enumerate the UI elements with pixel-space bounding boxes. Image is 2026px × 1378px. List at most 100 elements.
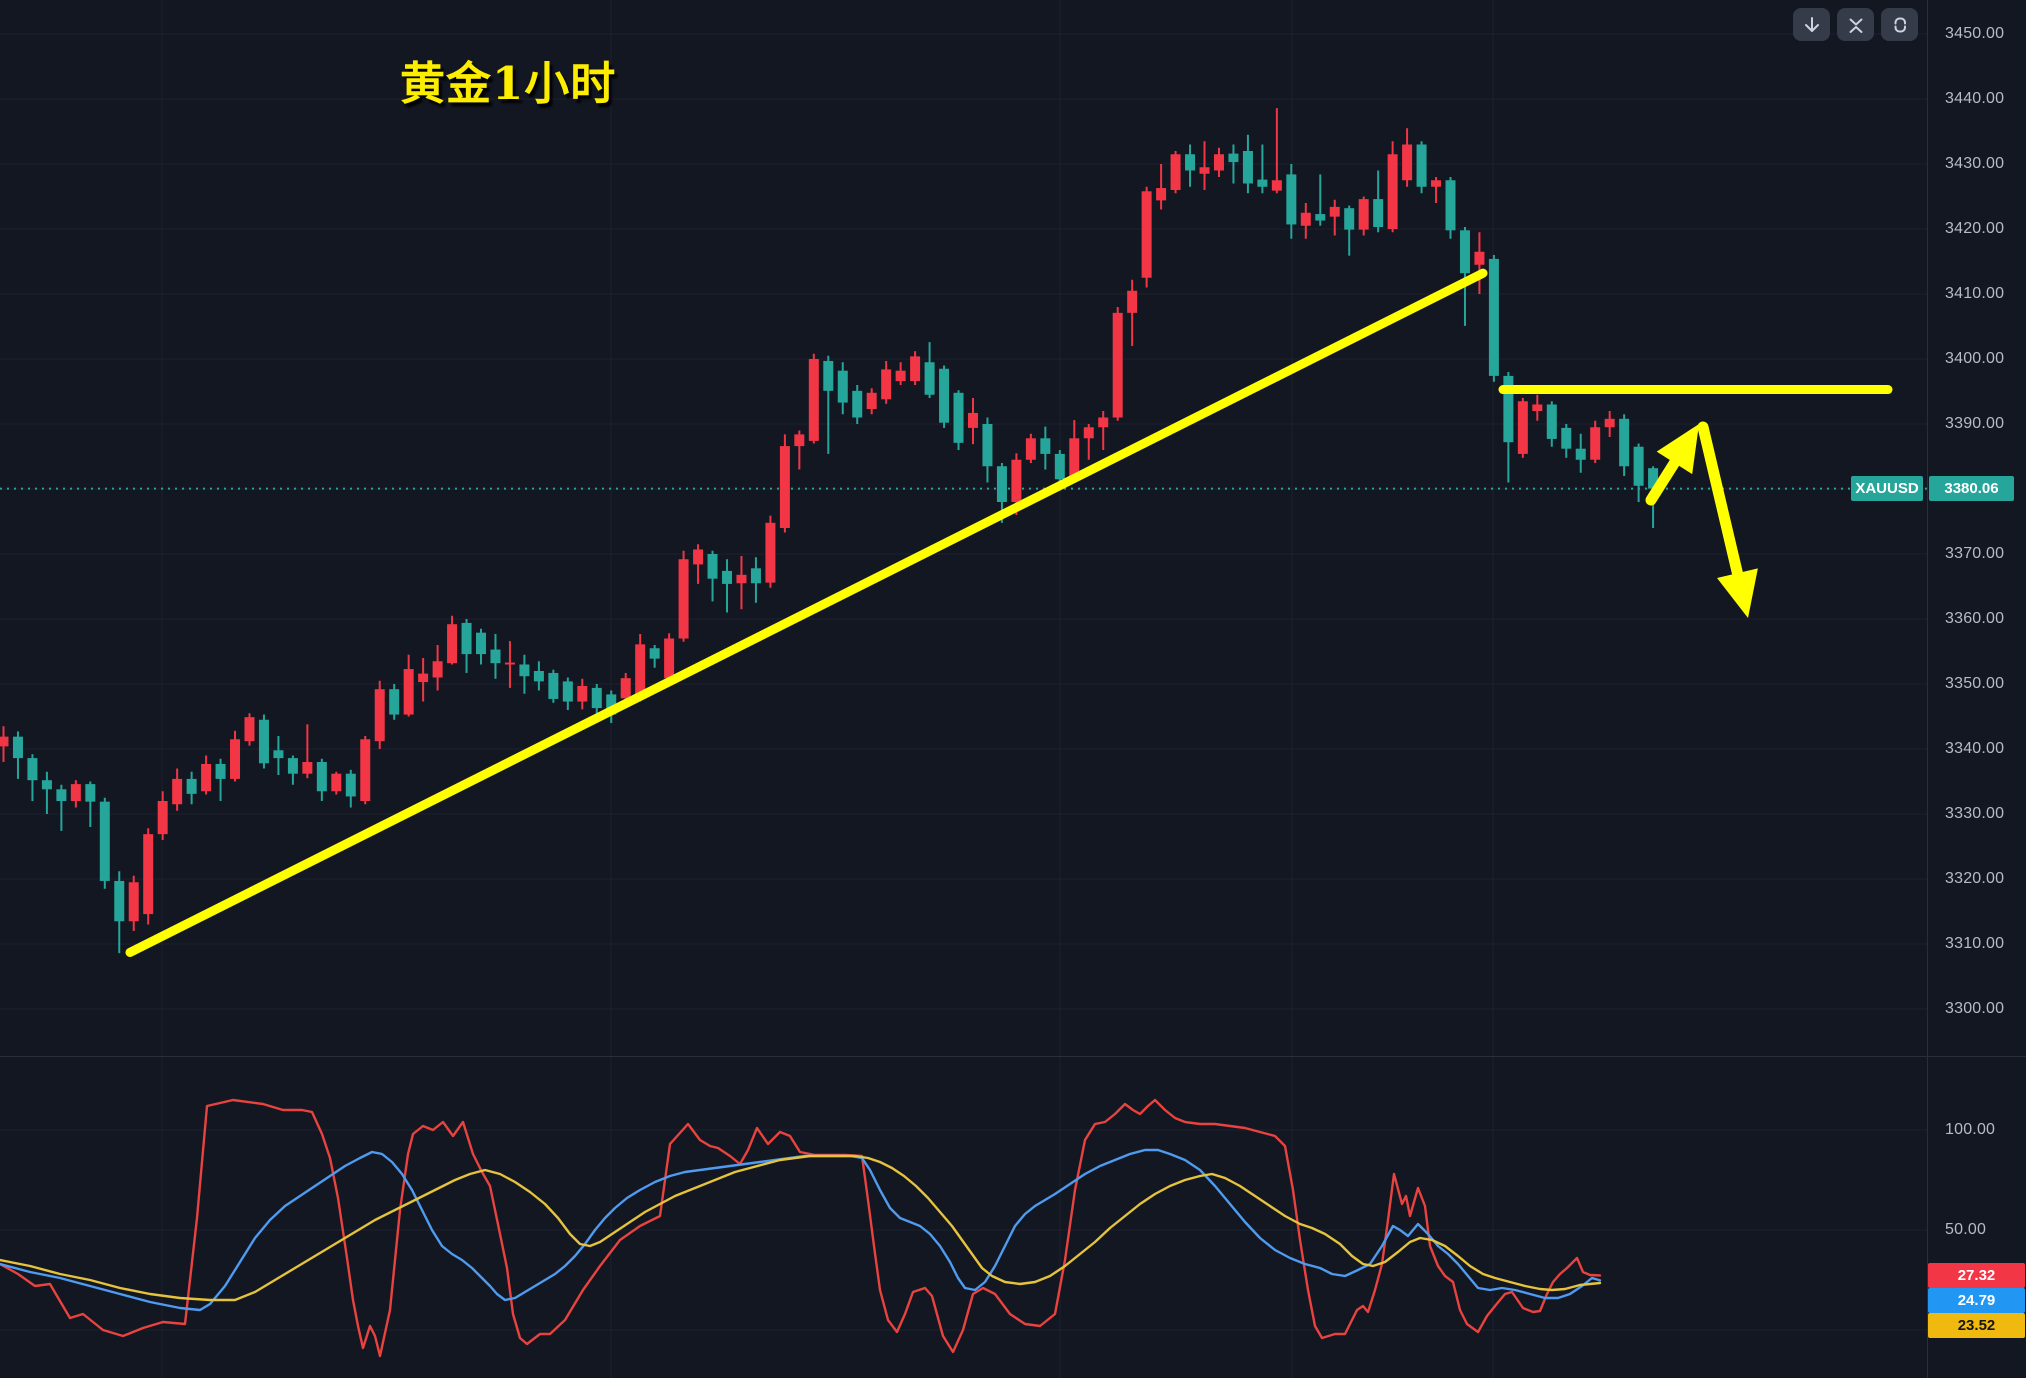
candle-body (794, 434, 805, 447)
candle-body (273, 750, 284, 759)
price-axis-label: 3350.00 (1945, 675, 2005, 692)
price-axis-border[interactable] (1927, 0, 1928, 1378)
candle-body (287, 758, 298, 774)
candle-body (345, 773, 356, 797)
candle-body (1474, 251, 1485, 265)
candle-body (837, 370, 848, 403)
candle-body (1300, 212, 1311, 226)
candle-body (157, 801, 168, 835)
candle-body (606, 694, 617, 715)
candle-body (635, 644, 646, 699)
candle-body (1503, 375, 1514, 443)
candle-body (1112, 312, 1123, 418)
candle-body (114, 880, 125, 922)
candle-body (678, 559, 689, 639)
candle-body (403, 669, 414, 715)
candle-body (331, 773, 342, 792)
arrow-down-icon (1804, 16, 1819, 32)
candle-body (1213, 154, 1224, 171)
candle-body (143, 834, 154, 915)
candle-body (1185, 154, 1196, 171)
candle-body (27, 758, 38, 781)
candle-body (765, 522, 776, 583)
chart-title-annotation[interactable]: 黄金1小时 (400, 57, 617, 110)
candle-body (852, 390, 863, 418)
candle-body (924, 362, 935, 395)
candle-body (982, 424, 993, 467)
price-axis-label: 3370.00 (1945, 545, 2005, 562)
candle-body (1619, 418, 1630, 467)
candle-body (432, 661, 443, 678)
price-axis-label: 3340.00 (1945, 740, 2005, 757)
candle-body (664, 638, 675, 679)
candle-body (533, 671, 544, 682)
candle-body (649, 648, 660, 659)
candle-body (56, 789, 67, 801)
arrow-down-annotation-shaft (1697, 421, 1745, 585)
candle-body (1459, 230, 1470, 274)
candle-body (707, 554, 718, 579)
candle-body (1517, 401, 1528, 454)
candle-body (881, 369, 892, 400)
candle-body (693, 549, 704, 565)
candle-body (1604, 418, 1615, 428)
candle-body (895, 370, 906, 382)
oscillator-value-badge-mid: 24.79 (1928, 1287, 2025, 1313)
candle-body (519, 664, 530, 677)
candle-body (41, 780, 52, 790)
candle-body (418, 673, 429, 683)
candle-body (1416, 144, 1427, 187)
candle-body (1315, 214, 1326, 221)
last-price-value: 3380.06 (1944, 480, 1999, 498)
candle-body (316, 762, 327, 792)
oscillator-axis-label: 100.00 (1945, 1121, 1996, 1138)
price-axis-label: 3420.00 (1945, 220, 2005, 237)
candle-body (230, 739, 241, 779)
price-axis-label: 3400.00 (1945, 350, 2005, 367)
oscillator-line-fast (0, 1098, 1602, 1358)
candle-body (70, 784, 81, 801)
last-price-label: 3380.06 (1929, 476, 2014, 502)
trendline-annotation (125, 268, 1488, 957)
candle-body (1156, 188, 1167, 201)
candle-body (1402, 144, 1413, 181)
maximize-pane-button[interactable] (1881, 8, 1918, 41)
candle-body (201, 763, 212, 792)
candle-body (620, 678, 631, 699)
candle-body (1098, 417, 1109, 428)
price-axis-label: 3410.00 (1945, 285, 2005, 302)
pane-separator[interactable] (0, 1056, 2026, 1057)
candle-body (1488, 258, 1499, 376)
candle-body (0, 736, 9, 747)
candle-body (1141, 191, 1152, 278)
collapse-icon (1849, 18, 1862, 33)
candle-body (823, 360, 834, 391)
candle-body (562, 681, 573, 702)
candle-body (1040, 438, 1051, 454)
candle-body (504, 662, 515, 665)
price-axis-label: 3320.00 (1945, 870, 2005, 887)
candle-body (910, 356, 921, 382)
candle-body (12, 736, 23, 759)
price-axis-label: 3450.00 (1945, 25, 2005, 42)
candle-body (172, 778, 183, 805)
candle-body (389, 689, 400, 715)
candle-body (939, 368, 950, 423)
candle-body (808, 359, 819, 441)
candle-body (1242, 151, 1253, 184)
oscillator-line-mid (0, 1148, 1602, 1312)
symbol-price-label: XAUUSD (1851, 476, 1923, 502)
candle-body (1445, 180, 1456, 231)
candle-body (1590, 427, 1601, 460)
collapse-pane-button[interactable] (1837, 8, 1874, 41)
candle-body (1011, 459, 1022, 502)
candle-body (1561, 427, 1572, 449)
arrow-up-annotation-head (1656, 424, 1699, 475)
arrow-down-annotation-head (1717, 568, 1758, 618)
candle-body (967, 412, 978, 428)
candle-body (591, 687, 602, 709)
scroll-to-recent-button[interactable] (1793, 8, 1830, 41)
oscillator-value-badge-slow: 23.52 (1928, 1312, 2025, 1338)
